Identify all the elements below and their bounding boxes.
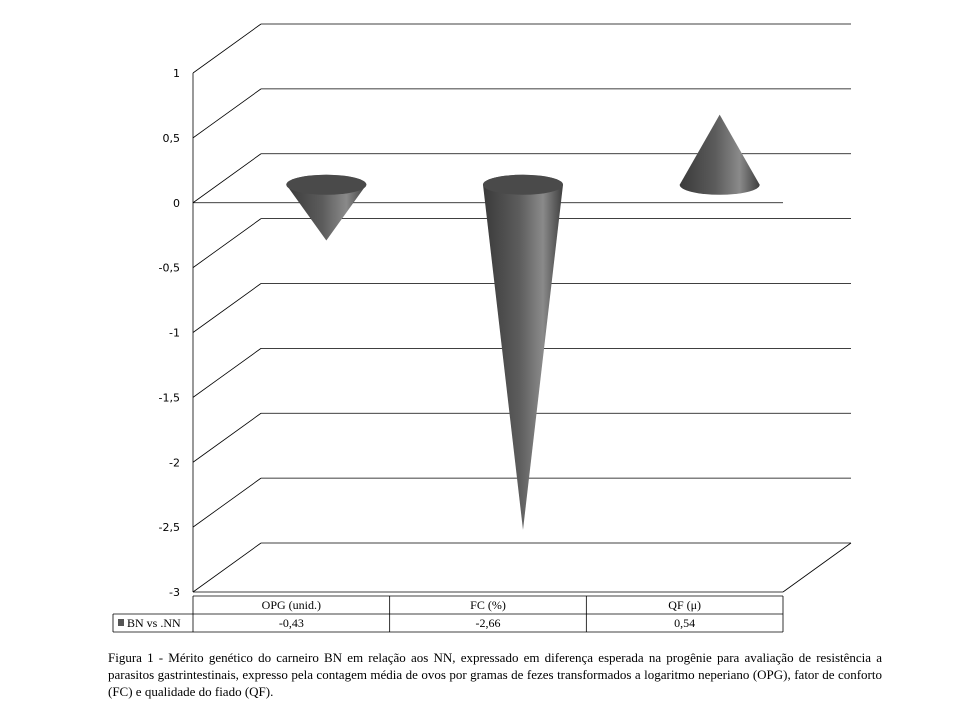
x-category-label: FC (%)	[470, 598, 506, 612]
gridline-side	[192, 153, 262, 204]
cone-body	[483, 174, 563, 530]
data-table: OPG (unid.) FC (%) QF (μ) BN vs .NN -0,43 -2,…	[112, 595, 784, 633]
cone-marks	[286, 114, 760, 530]
cone-base	[286, 174, 367, 195]
x-category-label: OPG (unid.)	[262, 598, 321, 612]
y-tick-label: 0,5	[163, 132, 181, 145]
cone-2	[483, 174, 563, 530]
gridline-side	[192, 412, 262, 463]
y-tick-label: -1,5	[159, 391, 180, 404]
gridline-side	[192, 348, 262, 398]
y-tick-label: 0	[173, 197, 180, 210]
cone-base	[483, 174, 563, 195]
cone-chart: 1 0,5 0 -0,5 -1 -1,5 -2 -2,5 -3 OPG (unid.) FC (%…	[112, 23, 852, 633]
floor-right-edge	[782, 542, 852, 593]
gridline-side	[192, 477, 262, 528]
y-tick-label: 1	[173, 67, 180, 80]
y-tick-label: -0,5	[159, 262, 180, 275]
cone-body	[679, 114, 760, 195]
cone-3	[679, 114, 760, 195]
y-tick-label: -3	[169, 586, 180, 599]
figure-caption: Figura 1 - Mérito genético do carneiro B…	[108, 650, 882, 699]
gridline-side	[192, 23, 262, 74]
cone-1	[286, 174, 367, 241]
gridline-side	[192, 542, 262, 593]
y-tick-label: -2	[169, 456, 180, 469]
gridline-side	[192, 283, 262, 333]
legend-label: BN vs .NN	[127, 616, 181, 630]
gridline-side	[192, 88, 262, 139]
y-tick-label: -1	[169, 327, 180, 340]
gridlines	[192, 23, 852, 593]
y-axis: 1 0,5 0 -0,5 -1 -1,5 -2 -2,5 -3	[159, 67, 194, 599]
data-value-label: -0,43	[279, 616, 304, 630]
legend-swatch	[118, 619, 124, 626]
data-value-label: -2,66	[476, 616, 501, 630]
data-value-label: 0,54	[674, 616, 695, 630]
y-tick-label: -2,5	[159, 521, 180, 534]
gridline-side	[192, 218, 262, 268]
x-category-label: QF (μ)	[668, 598, 701, 612]
